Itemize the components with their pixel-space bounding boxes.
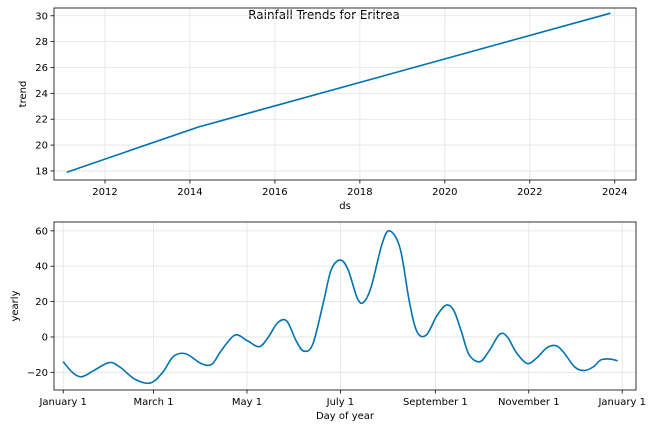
x-tick-label: January 1 (38, 397, 86, 408)
x-axis-label: Day of year (316, 411, 375, 422)
axes-frame (53, 221, 637, 391)
y-tick-label: 20 (35, 297, 48, 308)
y-tick-label: 20 (35, 141, 48, 152)
y-tick-label: 30 (35, 11, 48, 22)
x-tick-label: May 1 (232, 397, 262, 408)
x-tick-label: September 1 (403, 397, 468, 408)
x-tick-label: 2016 (262, 187, 287, 198)
yearly-panel: January 1 March 1 May 1 July 1 September 1 No… (10, 221, 646, 422)
y-tick-label: 24 (35, 89, 48, 100)
chart-title: Rainfall Trends for Eritrea (248, 8, 400, 22)
y-tick-label: 40 (35, 262, 48, 273)
y-axis-label: yearly (10, 290, 21, 321)
x-tick-label: 2018 (347, 187, 372, 198)
y-axis-label: trend (18, 81, 29, 108)
x-axis-label: ds (339, 201, 351, 212)
x-tick-label: 2020 (432, 187, 457, 198)
y-tick-label: 28 (35, 37, 48, 48)
x-tick-label: March 1 (134, 397, 174, 408)
x-tick-label: 2024 (602, 187, 627, 198)
x-tick-label: 2014 (177, 187, 202, 198)
x-tick-label: 2022 (517, 187, 542, 198)
series-line (66, 12, 611, 173)
y-tick-label: 18 (35, 166, 48, 177)
y-tick-label: −20 (27, 368, 48, 379)
axes-frame (53, 7, 637, 181)
y-tick-label: 0 (42, 332, 48, 343)
y-tick-label: 22 (35, 115, 48, 126)
y-tick-label: 60 (35, 226, 48, 237)
y-tick-label: 26 (35, 63, 48, 74)
x-tick-label: January 1 (597, 397, 645, 408)
x-tick-label: 2012 (92, 187, 117, 198)
trend-panel: 2012 2014 2016 2018 2020 2022 2024182022242628… (18, 7, 637, 212)
x-tick-label: November 1 (498, 397, 560, 408)
x-tick-label: July 1 (326, 397, 355, 408)
series-line (62, 230, 618, 385)
